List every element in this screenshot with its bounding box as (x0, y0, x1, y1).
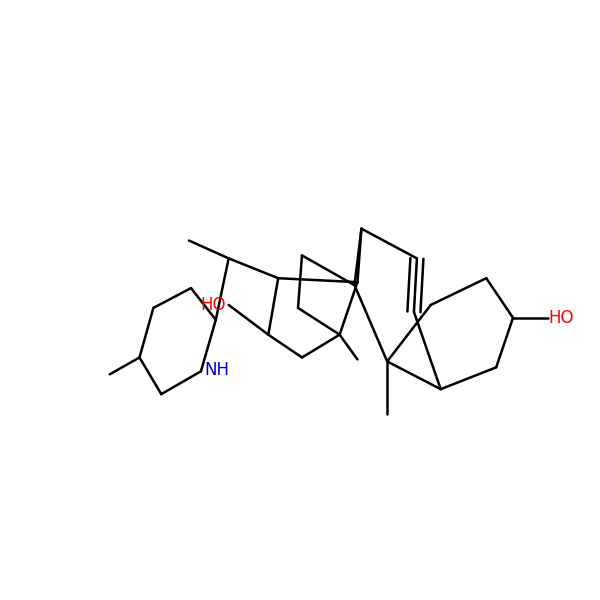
Text: HO: HO (549, 309, 574, 327)
Text: NH: NH (204, 361, 229, 379)
Text: HO: HO (200, 296, 226, 314)
